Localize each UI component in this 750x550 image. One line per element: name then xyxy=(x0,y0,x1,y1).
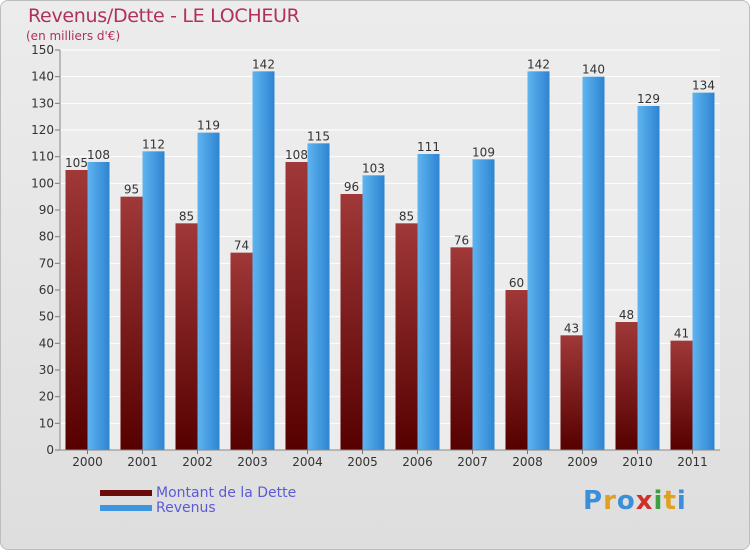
y-tick-label: 0 xyxy=(46,443,54,457)
bar-revenus xyxy=(692,92,715,451)
data-label-revenus: 142 xyxy=(252,57,275,71)
y-tick-label: 40 xyxy=(39,336,54,350)
data-label-debt: 95 xyxy=(124,183,139,197)
logo-letter: i xyxy=(653,486,664,516)
y-tick-label: 20 xyxy=(39,390,54,404)
x-tick-label: 2006 xyxy=(402,455,433,469)
data-label-debt: 43 xyxy=(564,321,579,335)
y-tick-label: 120 xyxy=(31,123,54,137)
bar-revenus xyxy=(87,162,110,450)
x-tick-label: 2005 xyxy=(347,455,378,469)
x-tick-label: 2007 xyxy=(457,455,488,469)
x-tick-label: 2003 xyxy=(237,455,268,469)
data-label-revenus: 140 xyxy=(582,63,605,77)
legend-label-debt: Montant de la Dette xyxy=(156,485,297,501)
data-label-debt: 105 xyxy=(65,156,88,170)
data-label-debt: 60 xyxy=(509,276,524,290)
legend-label-revenus: Revenus xyxy=(156,500,216,516)
logo-letter: i xyxy=(676,486,687,516)
bar-revenus xyxy=(197,132,220,450)
y-tick-label: 80 xyxy=(39,230,54,244)
data-label-debt: 76 xyxy=(454,233,469,247)
data-label-debt: 96 xyxy=(344,180,359,194)
data-label-debt: 74 xyxy=(234,239,249,253)
chart-subtitle: (en milliers d'€) xyxy=(26,29,121,43)
y-tick-label: 150 xyxy=(31,43,54,57)
logo-letter: P xyxy=(583,486,604,516)
bar-debt xyxy=(615,322,638,450)
x-tick-label: 2008 xyxy=(512,455,543,469)
x-tick-label: 2000 xyxy=(72,455,103,469)
bar-revenus xyxy=(417,154,440,450)
legend-swatch-revenus xyxy=(100,505,152,511)
logo-letter: x xyxy=(635,486,654,516)
data-label-revenus: 108 xyxy=(87,148,110,162)
bar-revenus xyxy=(637,106,660,450)
data-label-revenus: 103 xyxy=(362,161,385,175)
bar-revenus xyxy=(472,159,495,451)
y-tick-label: 60 xyxy=(39,283,54,297)
bar-revenus xyxy=(362,175,385,451)
logo-letter: o xyxy=(616,486,636,516)
data-label-revenus: 109 xyxy=(472,145,495,159)
y-tick-label: 50 xyxy=(39,310,54,324)
data-label-revenus: 142 xyxy=(527,57,550,71)
chart-title: Revenus/Dette - LE LOCHEUR xyxy=(28,5,300,27)
bar-debt xyxy=(120,196,143,450)
bar-debt xyxy=(395,223,418,450)
plot-area xyxy=(60,50,720,450)
x-tick-label: 2004 xyxy=(292,455,323,469)
y-tick-label: 100 xyxy=(31,176,54,190)
x-tick-label: 2011 xyxy=(677,455,708,469)
x-tick-label: 2009 xyxy=(567,455,598,469)
bar-revenus xyxy=(582,76,605,451)
logo-letter: r xyxy=(603,486,617,516)
bar-debt xyxy=(285,162,308,450)
bar-debt xyxy=(670,340,693,450)
y-tick-label: 30 xyxy=(39,363,54,377)
bar-debt xyxy=(560,335,583,450)
bar-revenus xyxy=(142,151,165,451)
data-label-debt: 41 xyxy=(674,327,689,341)
data-label-debt: 108 xyxy=(285,148,308,162)
y-tick-label: 70 xyxy=(39,256,54,270)
bar-debt xyxy=(340,194,363,450)
y-tick-label: 110 xyxy=(31,150,54,164)
bar-debt xyxy=(450,247,473,450)
y-tick-label: 140 xyxy=(31,70,54,84)
logo-letter: t xyxy=(663,486,677,516)
data-label-revenus: 134 xyxy=(692,79,715,93)
bar-revenus xyxy=(527,71,550,450)
data-label-revenus: 115 xyxy=(307,129,330,143)
data-label-revenus: 112 xyxy=(142,137,165,151)
data-label-debt: 48 xyxy=(619,308,634,322)
bar-debt xyxy=(505,290,528,450)
data-label-debt: 85 xyxy=(399,209,414,223)
bar-debt xyxy=(65,170,88,450)
data-label-revenus: 129 xyxy=(637,92,660,106)
bar-debt xyxy=(230,252,253,450)
x-tick-label: 2001 xyxy=(127,455,158,469)
bar-revenus xyxy=(307,143,330,451)
legend-swatch-debt xyxy=(100,490,152,496)
y-tick-label: 90 xyxy=(39,203,54,217)
y-tick-label: 130 xyxy=(31,96,54,110)
bar-debt xyxy=(175,223,198,450)
proxiti-logo: Proxiti xyxy=(583,486,687,516)
data-label-revenus: 111 xyxy=(417,140,440,154)
x-tick-label: 2002 xyxy=(182,455,213,469)
data-label-debt: 85 xyxy=(179,209,194,223)
y-tick-label: 10 xyxy=(39,416,54,430)
bar-revenus xyxy=(252,71,275,450)
x-tick-label: 2010 xyxy=(622,455,653,469)
data-label-revenus: 119 xyxy=(197,119,220,133)
